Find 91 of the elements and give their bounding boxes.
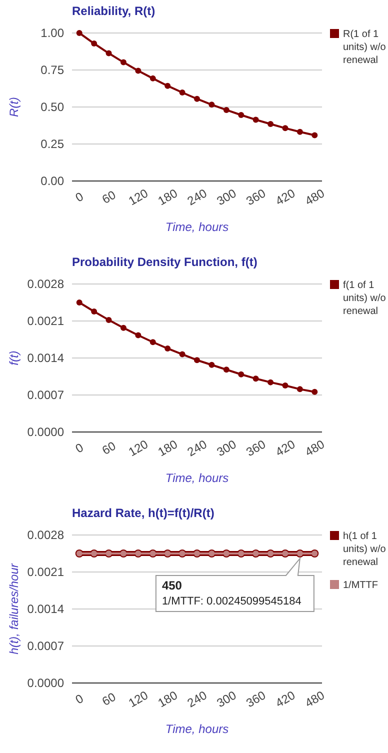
- point: [150, 75, 156, 82]
- point: [194, 96, 200, 102]
- point: [238, 112, 244, 118]
- point: [194, 357, 200, 364]
- point: [312, 388, 318, 395]
- point: [223, 106, 230, 113]
- x-tick-label: 180: [156, 688, 180, 710]
- y-tick-label: 0.0021: [27, 314, 64, 328]
- x-tick-label: 480: [302, 186, 328, 208]
- x-tick-label: 480: [302, 436, 328, 460]
- x-tick-label: 120: [126, 186, 151, 208]
- point: [296, 128, 303, 135]
- y-axis-title: f(t): [7, 350, 21, 366]
- x-tick-label: 360: [244, 436, 268, 460]
- y-tick-label: 0.0021: [27, 564, 64, 579]
- legend-label: R(1 of 1 units) w/o renewal: [343, 29, 386, 66]
- point: [223, 366, 230, 373]
- y-axis-title: R(t): [7, 97, 21, 117]
- point: [208, 102, 215, 108]
- x-tick-label: 240: [184, 436, 210, 460]
- legend-label: f(1 of 1 units) w/o renewal: [343, 280, 386, 317]
- point: [208, 362, 215, 368]
- point: [268, 379, 274, 386]
- y-tick-label: 0.25: [40, 136, 64, 151]
- point: [76, 300, 82, 306]
- y-tick-label: 0.0028: [27, 528, 64, 542]
- point: [179, 89, 186, 96]
- x-tick-label: 480: [302, 688, 328, 710]
- x-tick-label: 180: [156, 186, 180, 208]
- x-tick-label: 420: [273, 436, 298, 460]
- point: [252, 376, 259, 382]
- point: [106, 316, 112, 323]
- x-tick-label: 0: [73, 189, 86, 205]
- x-axis-title: Time, hours: [165, 220, 229, 234]
- point: [150, 339, 156, 346]
- point: [135, 68, 142, 74]
- point: [296, 386, 303, 392]
- point: [252, 116, 259, 123]
- y-tick-label: 0.75: [40, 62, 64, 77]
- point: [268, 121, 274, 128]
- point: [312, 132, 318, 138]
- x-tick-label: 360: [244, 688, 268, 710]
- x-tick-label: 240: [184, 186, 210, 208]
- y-tick-label: 0.0028: [27, 276, 64, 291]
- x-tick-label: 120: [126, 688, 151, 710]
- y-tick-label: 0.0000: [27, 424, 64, 439]
- x-tick-label: 180: [156, 436, 180, 460]
- chart-title: Hazard Rate, h(t)=f(t)/R(t): [72, 506, 214, 520]
- point: [91, 40, 98, 47]
- point: [135, 332, 142, 338]
- point: [120, 59, 126, 66]
- y-tick-label: 0.50: [40, 100, 64, 114]
- legend-label: 1/MTTF: [343, 580, 378, 591]
- y-tick-label: 0.0014: [27, 602, 64, 616]
- x-tick-label: 120: [126, 436, 151, 460]
- y-tick-label: 0.0007: [27, 638, 64, 653]
- point: [76, 30, 82, 36]
- x-tick-label: 300: [214, 436, 239, 460]
- x-tick-label: 60: [100, 188, 118, 207]
- x-tick-label: 0: [73, 440, 86, 456]
- x-axis-title: Time, hours: [165, 722, 229, 736]
- x-tick-label: 420: [273, 186, 298, 208]
- x-tick-label: 0: [73, 691, 86, 707]
- x-axis-title: Time, hours: [165, 471, 229, 485]
- y-tick-label: 0.0007: [27, 388, 64, 402]
- x-tick-label: 300: [214, 186, 239, 208]
- annotation: 450 1/MTTF: 0.00245099545184: [162, 578, 302, 608]
- legend-label: h(1 of 1 units) w/o renewal: [343, 531, 386, 568]
- point: [106, 50, 112, 56]
- point: [282, 125, 288, 132]
- point: [164, 82, 171, 89]
- point: [91, 308, 98, 314]
- y-tick-label: 0.0014: [27, 350, 64, 365]
- point: [164, 345, 171, 352]
- x-tick-label: 420: [273, 688, 298, 710]
- y-tick-label: 0.00: [40, 174, 64, 188]
- chart-title: Reliability, R(t): [72, 4, 156, 18]
- point: [282, 382, 288, 388]
- y-tick-label: 1.00: [40, 26, 64, 40]
- x-tick-label: 300: [214, 688, 239, 710]
- x-tick-label: 60: [100, 438, 118, 458]
- x-tick-label: 360: [244, 186, 268, 208]
- y-tick-label: 0.0000: [27, 676, 64, 690]
- point: [120, 324, 126, 331]
- x-tick-label: 60: [100, 690, 118, 709]
- point: [179, 351, 186, 358]
- tooltip: 450 1/MTTF: 0.00245099545184: [155, 556, 314, 612]
- y-axis-title: h(t), failures/hour: [7, 562, 21, 654]
- point: [238, 371, 244, 378]
- x-tick-label: 240: [184, 688, 210, 710]
- chart-title: Probability Density Function, f(t): [72, 255, 258, 269]
